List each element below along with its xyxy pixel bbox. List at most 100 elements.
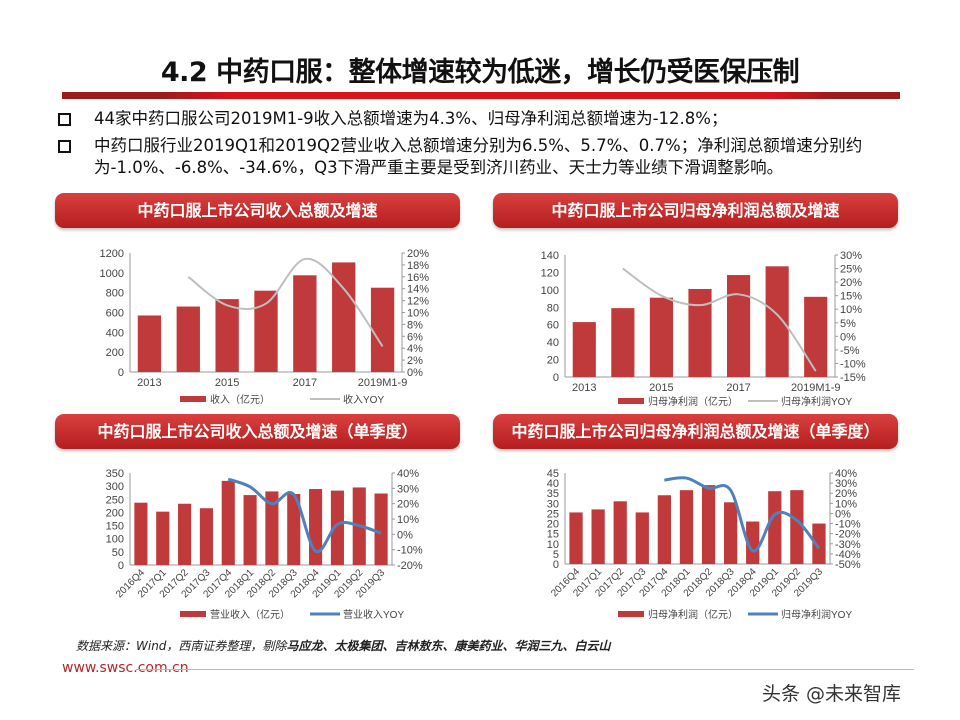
bar bbox=[265, 491, 279, 565]
y-right-tick-label: 20% bbox=[407, 248, 429, 260]
y-left-tick-label: 800 bbox=[106, 288, 124, 300]
data-source: 数据来源：Wind，西南证券整理，剔除马应龙、太极集团、吉林敖东、康美药业、华润… bbox=[76, 637, 610, 654]
legend-bar-label: 营业收入（亿元） bbox=[210, 608, 290, 621]
page-title: 4.2 中药口服：整体增速较为低迷，增长仍受医保压制 bbox=[160, 57, 800, 88]
bar bbox=[572, 322, 596, 377]
y-right-tick-label: 0% bbox=[835, 508, 851, 520]
y-right-tick-label: 8% bbox=[407, 319, 423, 331]
y-left-tick-label: 15 bbox=[547, 529, 559, 541]
bar bbox=[287, 494, 301, 565]
y-right-tick-label: 6% bbox=[407, 331, 423, 343]
bar bbox=[134, 502, 148, 565]
legend-bar-swatch bbox=[618, 398, 644, 404]
y-right-tick-label: -15% bbox=[840, 372, 866, 384]
bar bbox=[768, 491, 782, 564]
y-left-tick-label: 200 bbox=[106, 507, 124, 519]
title-divider bbox=[62, 92, 900, 99]
bullet-text: 44家中药口服公司2019M1-9收入总额增速为4.3%、归母净利润总额增速为-… bbox=[94, 109, 728, 128]
y-right-tick-label: 5% bbox=[840, 318, 856, 330]
bar bbox=[199, 508, 213, 565]
bar bbox=[724, 502, 738, 564]
y-right-tick-label: 10% bbox=[840, 304, 862, 316]
y-left-tick-label: 30 bbox=[547, 498, 559, 510]
y-left-tick-label: 5 bbox=[553, 549, 559, 561]
bar bbox=[221, 480, 235, 565]
y-left-tick-label: 100 bbox=[106, 534, 124, 546]
legend-line-label: 归母净利润YOY bbox=[781, 608, 852, 621]
bar bbox=[804, 296, 828, 377]
bar bbox=[765, 266, 789, 377]
y-left-tick-label: 20 bbox=[547, 519, 559, 531]
x-tick-label: 2019M1-9 bbox=[358, 377, 408, 389]
x-tick-label: 2017 bbox=[293, 377, 317, 389]
y-right-tick-label: -40% bbox=[835, 549, 861, 561]
y-right-tick-label: 18% bbox=[407, 260, 429, 272]
y-left-tick-label: 0 bbox=[118, 367, 124, 379]
x-tick-label: 2017 bbox=[726, 382, 750, 394]
y-right-tick-label: 30% bbox=[840, 250, 862, 262]
bar bbox=[178, 503, 192, 565]
bar bbox=[176, 306, 200, 372]
x-tick-label: 2013 bbox=[572, 382, 596, 394]
bar bbox=[156, 511, 170, 565]
y-left-tick-label: 140 bbox=[541, 250, 559, 262]
y-right-tick-label: -20% bbox=[397, 560, 423, 572]
legend-bar-swatch bbox=[180, 396, 206, 402]
bar bbox=[657, 495, 671, 564]
yoy-line bbox=[622, 267, 817, 372]
y-right-tick-label: 30% bbox=[835, 478, 857, 490]
y-left-tick-label: 25 bbox=[547, 508, 559, 520]
y-right-tick-label: -10% bbox=[397, 545, 423, 557]
bar bbox=[688, 288, 712, 377]
legend-line-label: 收入YOY bbox=[343, 393, 384, 406]
y-right-tick-label: 0% bbox=[840, 331, 856, 343]
x-tick-label: 2013 bbox=[137, 377, 161, 389]
y-right-tick-label: 40% bbox=[397, 468, 419, 480]
y-right-tick-label: 12% bbox=[407, 296, 429, 308]
bar bbox=[569, 512, 583, 564]
y-left-tick-label: 200 bbox=[106, 347, 124, 359]
bar bbox=[727, 275, 751, 377]
bar bbox=[374, 493, 388, 565]
square-bullet-icon bbox=[58, 140, 71, 153]
y-right-tick-label: 4% bbox=[407, 343, 423, 355]
x-tick-label: 2019M1-9 bbox=[791, 382, 841, 394]
bullet-text: 中药口服行业2019Q1和2019Q2营业收入总额增速分别为6.5%、5.7%、… bbox=[94, 136, 863, 177]
y-left-tick-label: 0 bbox=[553, 372, 559, 384]
bar bbox=[613, 501, 627, 564]
y-right-tick-label: -50% bbox=[835, 559, 861, 571]
bar bbox=[137, 315, 162, 372]
chart-title-revenue-quarterly: 中药口服上市公司收入总额及增速（单季度） bbox=[55, 414, 460, 449]
bar bbox=[215, 299, 239, 372]
y-right-tick-label: 0% bbox=[397, 529, 413, 541]
square-bullet-icon bbox=[58, 113, 71, 126]
y-right-tick-label: 25% bbox=[840, 264, 862, 276]
website-link[interactable]: www.swsc.com.cn bbox=[62, 660, 189, 676]
y-right-tick-label: 10% bbox=[835, 498, 857, 510]
y-right-tick-label: 14% bbox=[407, 284, 429, 296]
y-left-tick-label: 80 bbox=[547, 302, 559, 314]
y-right-tick-label: -10% bbox=[835, 519, 861, 531]
y-right-tick-label: 10% bbox=[397, 514, 419, 526]
bar bbox=[293, 275, 317, 372]
watermark: 头条 @未来智库 bbox=[762, 683, 902, 705]
bar bbox=[330, 490, 344, 565]
y-left-tick-label: 1000 bbox=[100, 268, 124, 280]
bar bbox=[790, 490, 804, 564]
y-left-tick-label: 10 bbox=[547, 539, 559, 551]
y-right-tick-label: 20% bbox=[397, 499, 419, 511]
bar bbox=[701, 485, 716, 564]
bar bbox=[649, 297, 673, 377]
bar bbox=[611, 308, 635, 377]
chart-title-profit-quarterly: 中药口服上市公司归母净利润总额及增速（单季度） bbox=[493, 414, 898, 449]
legend-bar-label: 归母净利润（亿元） bbox=[648, 608, 738, 621]
y-right-tick-label: 2% bbox=[407, 355, 423, 367]
y-left-tick-label: 0 bbox=[118, 560, 124, 572]
source-prefix: 数据来源：Wind，西南证券整理，剔除 bbox=[76, 639, 287, 653]
bar bbox=[679, 490, 694, 564]
yoy-line bbox=[187, 257, 384, 347]
legend-bar-swatch bbox=[618, 611, 644, 617]
x-tick-label: 2015 bbox=[215, 377, 239, 389]
y-right-tick-label: 30% bbox=[397, 483, 419, 495]
